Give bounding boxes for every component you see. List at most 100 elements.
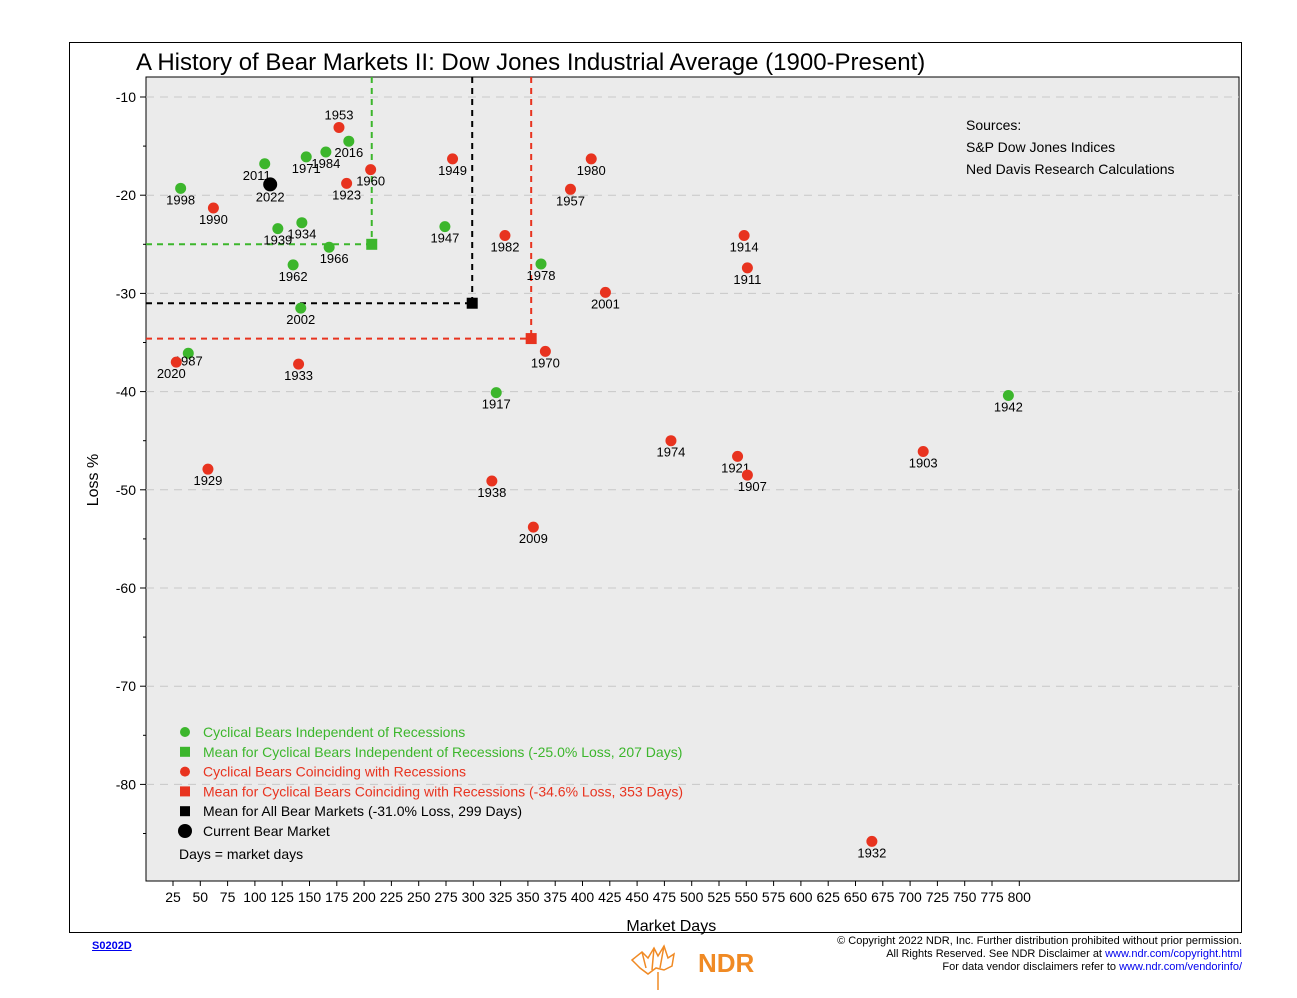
copyright-notice: © Copyright 2022 NDR, Inc. Further distr… [642, 935, 1242, 974]
independent-bear-point-label: 1939 [263, 233, 292, 248]
x-tick-label: 300 [462, 889, 486, 905]
legend-marker-square [180, 786, 190, 797]
legend-entry-label: Mean for Cyclical Bears Independent of R… [203, 744, 682, 760]
x-tick-label: 350 [516, 889, 540, 905]
y-axis-label: Loss % [85, 454, 102, 506]
x-tick-label: 575 [762, 889, 786, 905]
independent-bear-point-label: 1962 [279, 269, 308, 284]
independent-mean-square [366, 238, 378, 250]
independent-bear-point-label: 1934 [287, 227, 316, 242]
legend-entry-label: Mean for Cyclical Bears Coinciding with … [203, 783, 683, 799]
independent-bear-point [535, 258, 547, 270]
recession-bear-point [293, 358, 305, 370]
recession-bear-point [585, 153, 597, 165]
current-bear-point [263, 177, 278, 192]
recession-bear-point-label: 1953 [325, 107, 354, 122]
legend-marker-circle [180, 727, 190, 737]
chart-title: A History of Bear Markets II: Dow Jones … [136, 49, 925, 76]
x-tick-label: 800 [1008, 889, 1032, 905]
x-tick-label: 125 [271, 889, 295, 905]
recession-bear-point [207, 202, 219, 214]
recession-bear-point [564, 183, 576, 195]
recession-bear-point-label: 1960 [356, 174, 385, 189]
recession-bear-point [738, 229, 750, 241]
recession-bear-point-label: 1980 [577, 163, 606, 178]
recession-bear-point-label: 1932 [857, 845, 886, 860]
recession-bear-point [599, 286, 611, 298]
x-tick-label: 525 [707, 889, 731, 905]
recession-bear-point-label: 1929 [193, 473, 222, 488]
independent-bear-point [295, 302, 307, 314]
independent-bear-point [490, 387, 502, 399]
recession-bear-point-label: 1970 [531, 355, 560, 370]
recession-bear-point [170, 356, 182, 368]
x-tick-label: 225 [380, 889, 404, 905]
copyright-link[interactable]: www.ndr.com/copyright.html [1105, 948, 1242, 960]
independent-bear-point-label: 1917 [482, 397, 511, 412]
plot-area [145, 76, 1240, 882]
independent-bear-point [320, 146, 332, 158]
independent-bear-point-label: 2016 [334, 145, 363, 160]
x-tick-label: 250 [407, 889, 431, 905]
x-tick-label: 475 [653, 889, 677, 905]
legend-marker-circle [180, 766, 190, 777]
recession-bear-point [741, 262, 753, 274]
recession-bear-point-label: 2001 [591, 296, 620, 311]
independent-bear-point [182, 347, 194, 359]
independent-bear-point-label: 1978 [527, 268, 556, 283]
recession-bear-point-label: 1907 [738, 479, 767, 494]
y-tick-label: -70 [116, 678, 136, 694]
recession-bear-point-label: 1938 [477, 485, 506, 500]
recession-bear-point [365, 164, 377, 176]
recession-bear-point [202, 463, 214, 475]
recession-bear-point [665, 435, 677, 447]
recession-bear-point [917, 446, 929, 458]
independent-bear-point-label: 1998 [166, 192, 195, 207]
recession-bear-point-label: 1911 [733, 272, 761, 287]
x-tick-label: 375 [544, 889, 568, 905]
recession-bear-point [486, 475, 498, 487]
independent-bear-point-label: 1984 [311, 156, 340, 171]
chart-code-link[interactable]: S0202D [92, 940, 132, 952]
y-tick-label: -10 [116, 89, 136, 105]
ndr-logo: NDR [630, 944, 755, 990]
copyright-line-1: © Copyright 2022 NDR, Inc. Further distr… [837, 935, 1242, 947]
x-tick-label: 550 [735, 889, 759, 905]
recession-bear-point-label: 1957 [556, 193, 585, 208]
recession-bear-point [527, 521, 539, 533]
x-tick-label: 775 [980, 889, 1004, 905]
independent-bear-point-label: 1971 [292, 161, 321, 176]
copyright-line-3: For data vendor disclaimers refer to www… [942, 961, 1242, 973]
recession-bear-point-label: 1914 [730, 239, 759, 254]
vendorinfo-link[interactable]: www.ndr.com/vendorinfo/ [1119, 961, 1242, 973]
recession-bear-point-label: 2020 [157, 366, 186, 381]
legend-marker-square [180, 746, 190, 757]
independent-bear-point [439, 221, 451, 233]
independent-bear-point-label: 2011 [243, 168, 271, 183]
x-tick-label: 600 [789, 889, 813, 905]
current-bear-point-label: 2022 [256, 189, 285, 204]
x-tick-label: 450 [625, 889, 649, 905]
independent-bear-point [296, 217, 308, 229]
recession-bear-point-label: 1933 [284, 368, 313, 383]
y-tick-label: -20 [116, 187, 136, 203]
x-tick-label: 675 [871, 889, 895, 905]
independent-bear-point [272, 223, 284, 235]
copyright-line-2: All Rights Reserved. See NDR Disclaimer … [886, 948, 1242, 960]
recession-bear-point [539, 345, 551, 357]
x-tick-label: 725 [926, 889, 950, 905]
y-tick-label: -60 [116, 580, 136, 596]
x-tick-label: 25 [165, 889, 181, 905]
x-tick-label: 275 [434, 889, 458, 905]
x-tick-label: 750 [953, 889, 977, 905]
x-tick-label: 175 [325, 889, 349, 905]
svg-text:NDR: NDR [698, 948, 755, 978]
legend-entry-label: Mean for All Bear Markets (-31.0% Loss, … [203, 803, 522, 819]
recession-bear-point-label: 1921 [721, 460, 750, 475]
recession-bear-point-label: 1923 [332, 187, 361, 202]
legend-entry-label: Current Bear Market [203, 823, 330, 839]
recession-bear-point [741, 469, 753, 481]
x-tick-label: 50 [193, 889, 209, 905]
independent-bear-point-label: 2002 [286, 312, 315, 327]
legend-marker-current [178, 824, 192, 838]
